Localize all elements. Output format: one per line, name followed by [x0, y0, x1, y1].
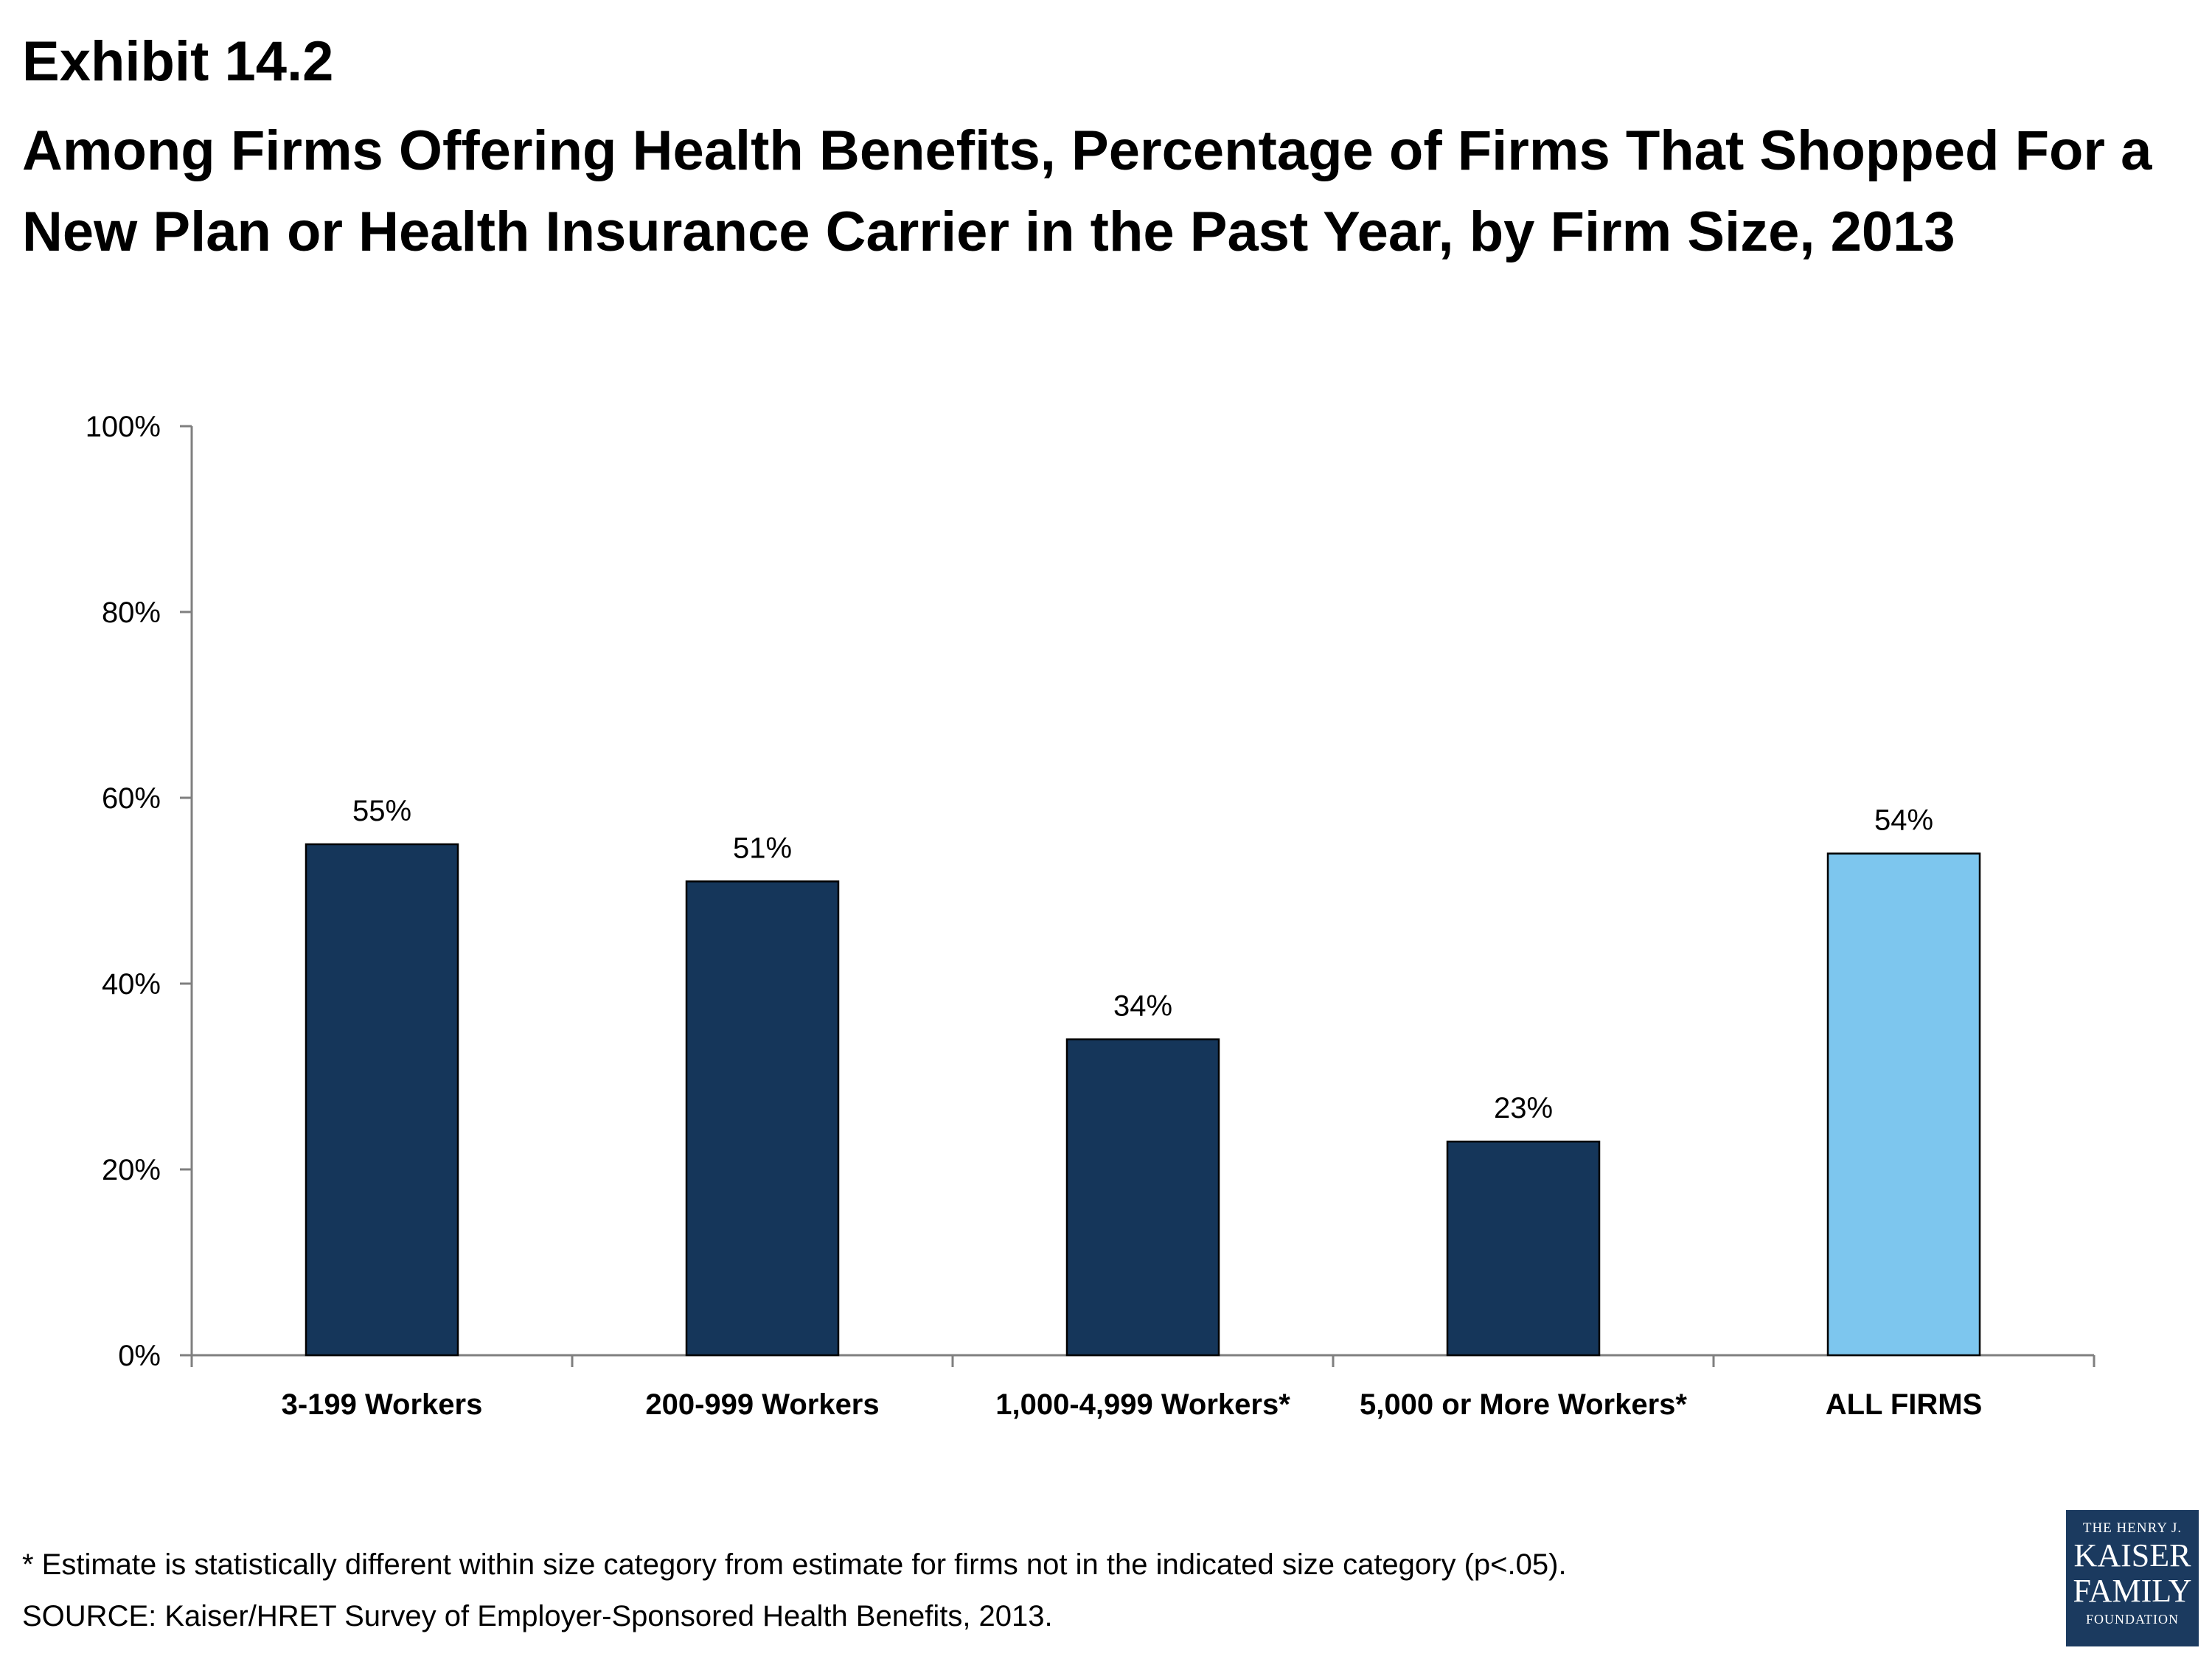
bar-chart: 0% 20% 40% 60% 80% 100% 3-199 Workers 200-999 … [86, 411, 2096, 1421]
y-tick-label: 40% [102, 968, 161, 1001]
source-note: SOURCE: Kaiser/HRET Survey of Employer-S… [22, 1600, 1053, 1632]
logo-line-1: THE HENRY J. [2082, 1520, 2183, 1536]
logo-line-2: KAISER [2073, 1537, 2191, 1573]
y-tick-label: 80% [102, 597, 161, 629]
bar [1826, 852, 1981, 1357]
data-labels: 55% 51% 34% 23% 54% [352, 795, 1933, 1124]
y-tick-label: 20% [102, 1154, 161, 1186]
data-label: 34% [1113, 990, 1172, 1023]
x-tick-label: 1,000-4,999 Workers* [995, 1388, 1290, 1421]
x-tick-label: 5,000 or More Workers* [1360, 1388, 1687, 1421]
footnote: * Estimate is statistically different wi… [22, 1548, 1567, 1581]
bars [305, 843, 1981, 1357]
bar [685, 880, 840, 1357]
data-label: 55% [352, 795, 411, 827]
y-axis: 0% 20% 40% 60% 80% 100% [86, 411, 193, 1372]
logo-line-3: FAMILY [2073, 1573, 2192, 1609]
x-axis: 3-199 Workers 200-999 Workers 1,000-4,999 … [190, 1354, 2096, 1421]
chart-title: Among Firms Offering Health Benefits, Pe… [22, 119, 2152, 263]
data-label: 23% [1494, 1092, 1553, 1124]
y-tick-label: 60% [102, 782, 161, 815]
kff-logo: THE HENRY J. KAISER FAMILY FOUNDATION [2066, 1510, 2199, 1646]
y-tick-label: 0% [118, 1340, 161, 1372]
data-label: 54% [1874, 804, 1933, 837]
exhibit-number: Exhibit 14.2 [22, 30, 334, 93]
bar [1065, 1038, 1220, 1357]
y-tick-label: 100% [86, 411, 161, 443]
logo-line-4: FOUNDATION [2086, 1612, 2179, 1627]
bar [305, 843, 459, 1357]
bar [1446, 1140, 1601, 1357]
data-label: 51% [733, 832, 792, 864]
x-tick-label: ALL FIRMS [1826, 1388, 1983, 1421]
x-tick-label: 200-999 Workers [645, 1388, 879, 1421]
x-tick-label: 3-199 Workers [282, 1388, 483, 1421]
